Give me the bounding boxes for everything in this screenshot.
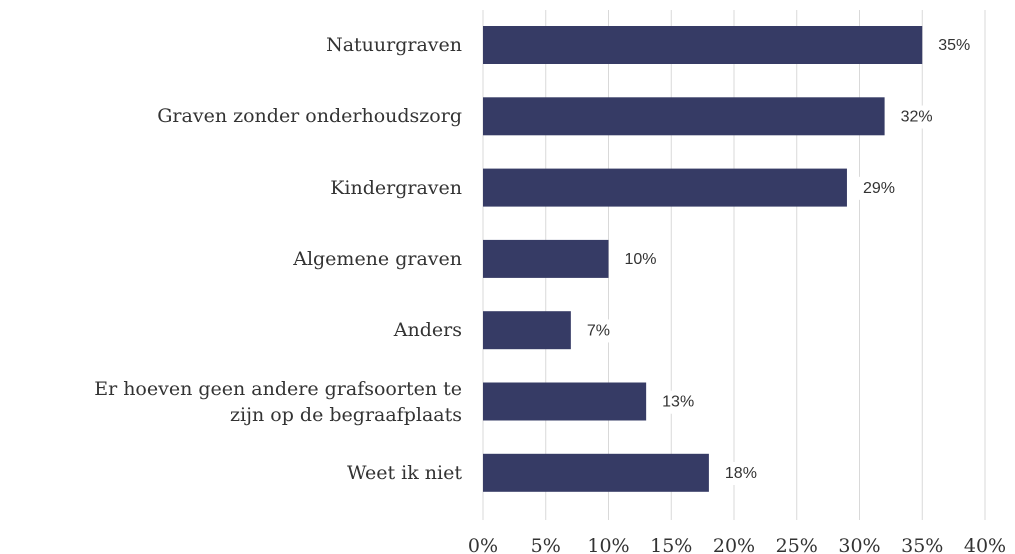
y-tick-label: Natuurgraven <box>326 34 462 56</box>
bar <box>483 168 847 207</box>
value-label-bg <box>894 105 939 129</box>
value-label: 32% <box>901 109 933 126</box>
x-tick-label: 35% <box>901 535 943 554</box>
y-tick-label: Anders <box>393 319 462 342</box>
y-tick-label: Er hoeven geen andere grafsoorten te zij… <box>94 377 462 426</box>
y-tick-label: Weet ik niet <box>347 461 462 484</box>
value-label-bg <box>618 248 663 272</box>
value-label: 13% <box>662 394 694 411</box>
x-tick-label: 30% <box>838 535 880 554</box>
value-label: 29% <box>863 180 895 197</box>
x-tick-label: 10% <box>587 535 629 554</box>
value-label: 35% <box>938 37 970 54</box>
x-tick-label: 20% <box>713 535 755 554</box>
value-label-bg <box>580 319 616 343</box>
bar <box>483 97 885 136</box>
bar <box>483 311 571 350</box>
value-label-bg <box>856 176 901 200</box>
value-label: 18% <box>725 465 757 482</box>
bar <box>483 239 609 278</box>
value-label-bg <box>932 34 977 58</box>
x-tick-label: 5% <box>531 535 561 554</box>
x-tick-label: 0% <box>468 535 498 554</box>
y-tick-label: Graven zonder onderhoudszorg <box>157 105 462 128</box>
x-tick-label: 15% <box>650 535 692 554</box>
y-tick-label: Algemene graven <box>293 247 462 270</box>
bar <box>483 26 923 64</box>
value-label: 10% <box>625 251 657 268</box>
bar <box>483 453 709 492</box>
x-tick-label: 40% <box>964 535 1006 554</box>
value-label-bg <box>718 462 763 486</box>
value-label: 7% <box>587 322 610 339</box>
bar <box>483 382 647 421</box>
value-label-bg <box>656 390 701 414</box>
y-tick-label: Kindergraven <box>330 176 462 199</box>
x-tick-label: 25% <box>776 535 818 554</box>
